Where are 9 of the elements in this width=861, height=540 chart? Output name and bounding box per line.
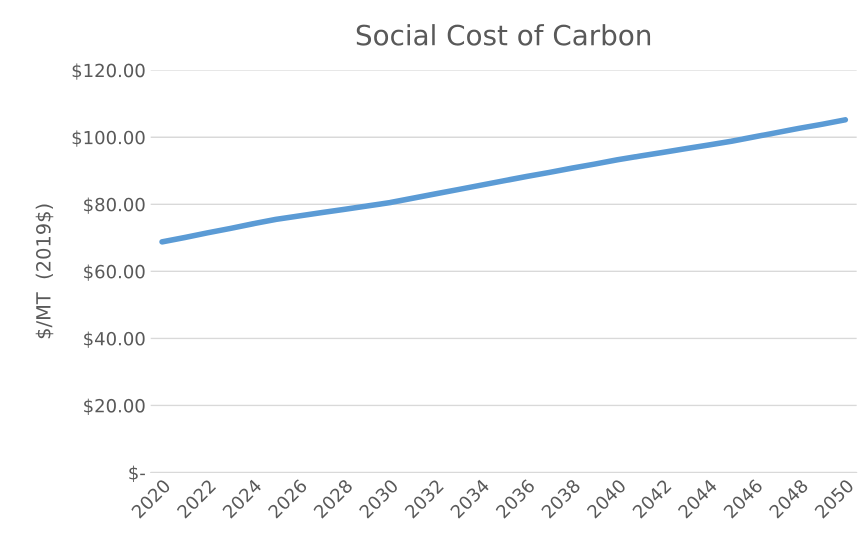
y-tick-label: $20.00 [84,398,145,415]
y-tick-label: $120.00 [72,63,145,80]
y-tick-label: $40.00 [84,332,145,348]
y-tick-label: $80.00 [84,197,145,214]
y-tick-label: $100.00 [72,130,145,147]
y-axis-title: $/MT (2019$) [36,204,54,338]
chart-title: Social Cost of Carbon [356,24,650,46]
y-tick-label: $- [129,466,145,482]
y-tick-label: $60.00 [84,264,145,281]
